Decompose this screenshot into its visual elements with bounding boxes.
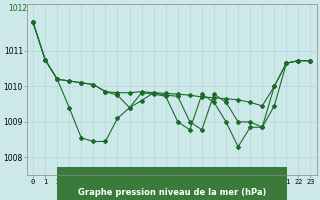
Text: 1012: 1012: [8, 4, 27, 13]
X-axis label: Graphe pression niveau de la mer (hPa): Graphe pression niveau de la mer (hPa): [77, 188, 266, 197]
